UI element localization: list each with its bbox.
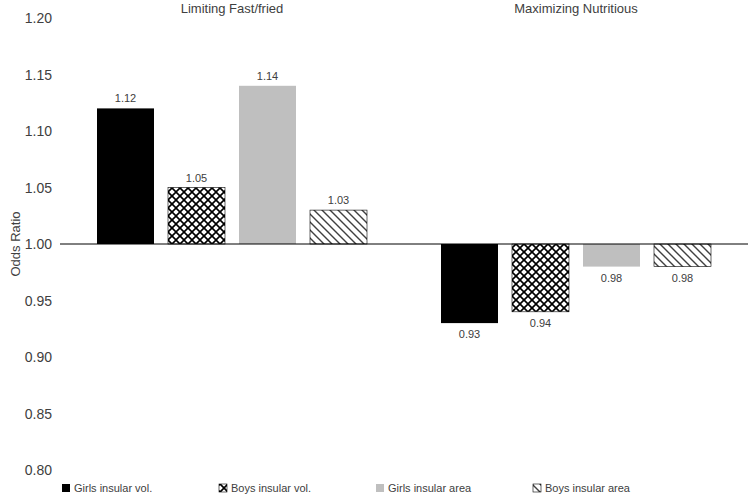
data-label: 0.94 xyxy=(530,317,551,329)
category-label: Limiting Fast/fried xyxy=(181,1,284,16)
y-tick-label: 0.95 xyxy=(25,293,52,309)
data-label: 1.03 xyxy=(328,194,349,206)
legend-label: Boys insular vol. xyxy=(231,482,311,494)
baseline xyxy=(60,244,748,245)
y-tick-label: 1.00 xyxy=(25,236,52,252)
data-label: 1.12 xyxy=(115,92,136,104)
y-tick-label: 1.20 xyxy=(25,10,52,26)
legend-swatch xyxy=(376,484,384,492)
legend-swatch xyxy=(62,484,70,492)
bar xyxy=(654,244,711,267)
legend-swatch xyxy=(219,484,227,492)
y-tick-label: 1.15 xyxy=(25,67,52,83)
y-tick-label: 0.80 xyxy=(25,462,52,478)
y-axis-label: Odds Ratio xyxy=(8,211,23,276)
bar xyxy=(512,244,569,312)
y-tick-label: 1.05 xyxy=(25,180,52,196)
data-label: 0.93 xyxy=(459,328,480,340)
data-label: 0.98 xyxy=(672,272,693,284)
bar xyxy=(239,86,296,244)
y-tick-label: 0.90 xyxy=(25,349,52,365)
bar xyxy=(97,108,154,244)
data-label: 1.14 xyxy=(257,70,278,82)
legend-label: Boys insular area xyxy=(545,482,631,494)
y-tick-label: 0.85 xyxy=(25,406,52,422)
bars xyxy=(97,86,711,323)
legend-label: Girls insular vol. xyxy=(74,482,152,494)
legend-swatch xyxy=(533,484,541,492)
bar xyxy=(168,188,225,245)
data-label: 0.98 xyxy=(601,272,622,284)
legend-label: Girls insular area xyxy=(388,482,472,494)
data-labels: 1.12 1.05 1.14 1.03 0.93 0.94 0.98 0.98 xyxy=(115,70,693,340)
bar xyxy=(310,210,367,244)
chart: Odds Ratio 0.80 0.85 0.90 0.95 1.00 1.05 1.10 1.… xyxy=(0,0,750,501)
bar xyxy=(441,244,498,323)
bar xyxy=(583,244,640,267)
data-label: 1.05 xyxy=(186,172,207,184)
y-tick-label: 1.10 xyxy=(25,123,52,139)
category-label: Maximizing Nutritious xyxy=(514,1,638,16)
legend: Girls insular vol. Boys insular vol. Girls… xyxy=(62,482,631,494)
